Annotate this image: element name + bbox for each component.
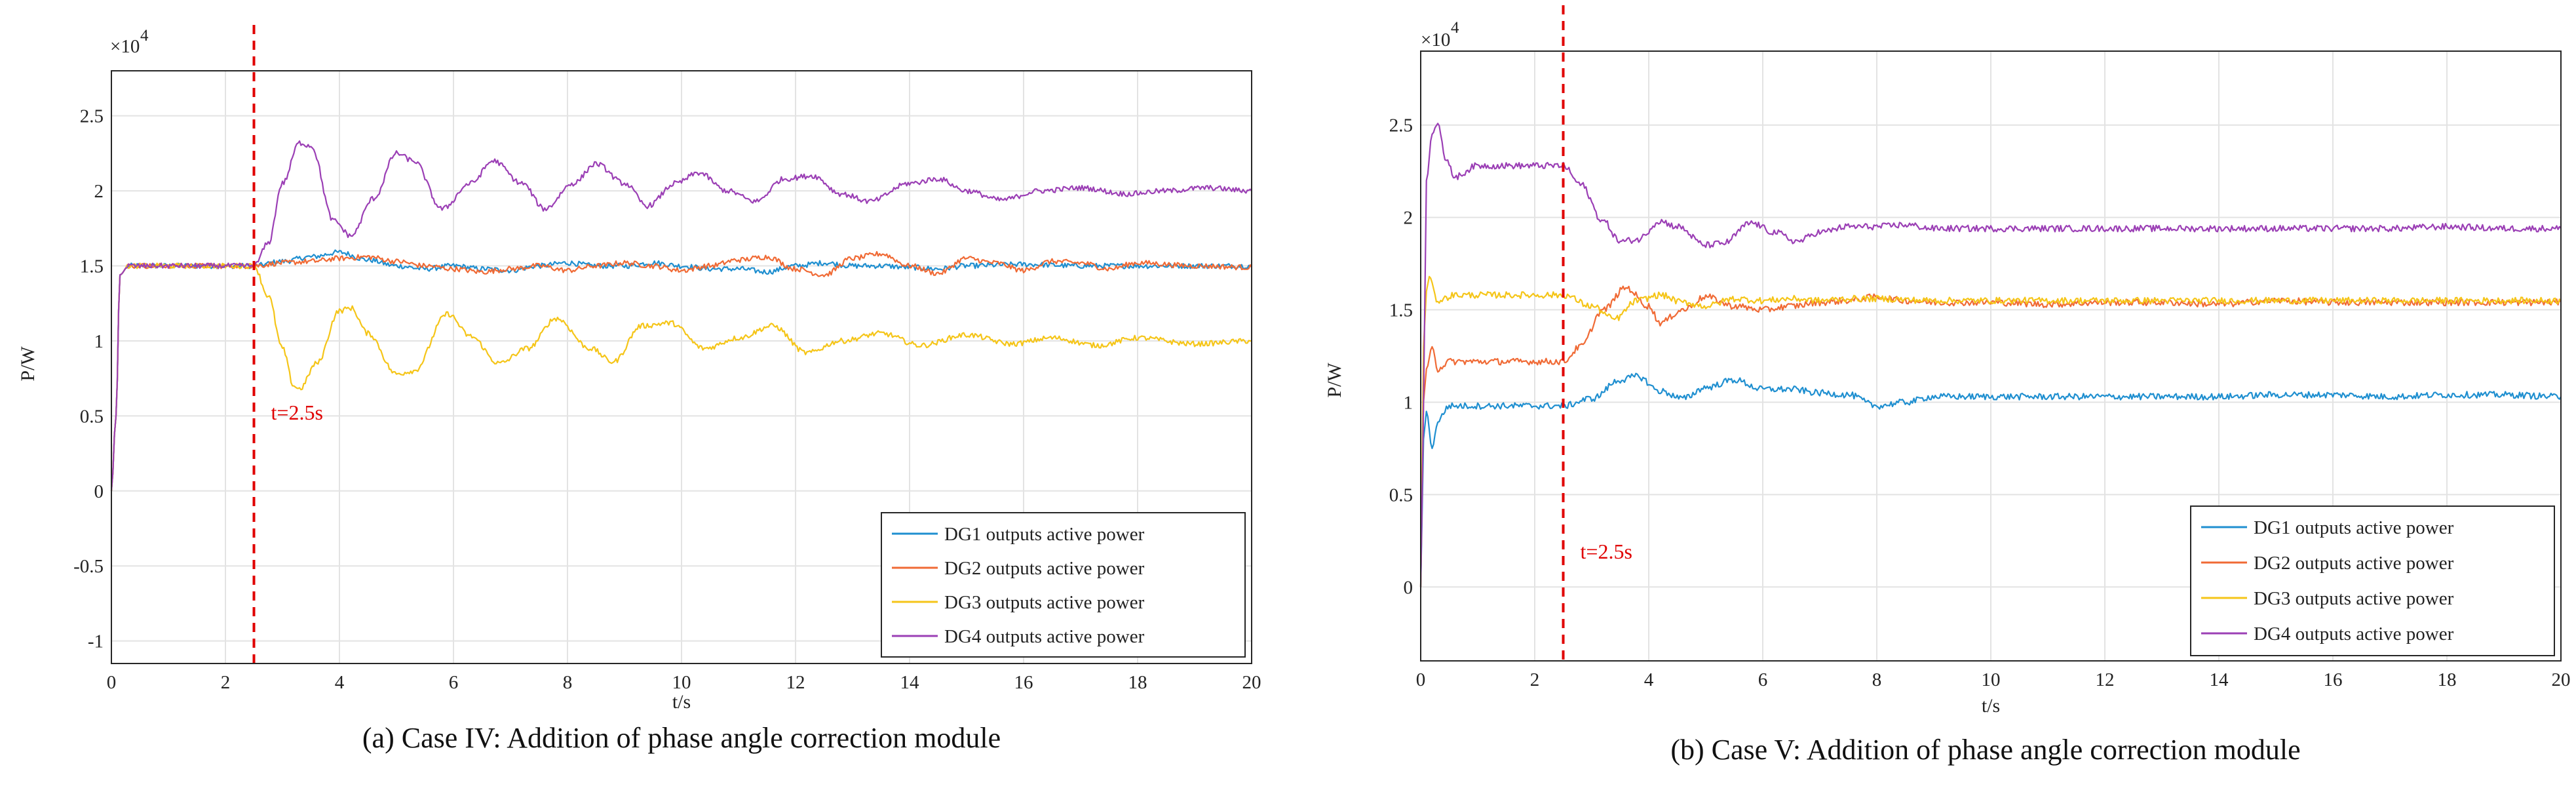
x-tick-label: 10 xyxy=(1982,669,2001,690)
x-tick-label: 20 xyxy=(1242,672,1261,693)
series-line-dg4 xyxy=(110,140,1252,491)
caption-b: (b) Case V: Addition of phase angle corr… xyxy=(1670,734,2300,766)
y-tick-label: 0 xyxy=(1404,577,1413,598)
y-tick-label: 1.5 xyxy=(80,256,104,277)
x-tick-label: 14 xyxy=(2210,669,2229,690)
legend-label-dg3: DG3 outputs active power xyxy=(2254,588,2454,609)
tick-labels-b: 0 2 4 6 8 10 12 14 16 18 20 0 0.5 1 1.5 2 2.5 xyxy=(1389,115,2571,690)
legend-label-dg4: DG4 outputs active power xyxy=(2254,624,2454,644)
y-tick-label: 0.5 xyxy=(80,406,104,427)
x-tick-label: 2 xyxy=(221,672,231,693)
y-exponent-base-a: ×10 xyxy=(110,36,140,57)
x-tick-label: 14 xyxy=(900,672,920,693)
y-tick-label: 0.5 xyxy=(1389,485,1413,505)
x-tick-label: 8 xyxy=(563,672,573,693)
y-tick-label: 1 xyxy=(94,331,104,352)
x-tick-label: 0 xyxy=(1416,669,1426,690)
x-tick-label: 4 xyxy=(335,672,345,693)
y-tick-label: 2.5 xyxy=(1389,115,1413,136)
x-tick-label: 16 xyxy=(1014,672,1033,693)
x-tick-label: 12 xyxy=(2096,669,2115,690)
x-tick-label: 20 xyxy=(2552,669,2571,690)
chart-a: 0 2 4 6 8 10 12 14 16 18 20 -1 -0.5 0 0.5 1 1.5 2 2.5 t=2.… xyxy=(17,25,1261,754)
x-tick-label: 10 xyxy=(672,672,691,693)
x-tick-label: 6 xyxy=(1758,669,1768,690)
legend-label-dg1: DG1 outputs active power xyxy=(2254,517,2454,538)
marker-label-a: t=2.5s xyxy=(271,401,323,424)
chart-b: 0 2 4 6 8 10 12 14 16 18 20 0 0.5 1 1.5 2 2.5 t=2.5s ×10… xyxy=(1324,5,2571,766)
y-axis-label-a: P/W xyxy=(17,346,39,382)
series-group-b xyxy=(1419,123,2562,587)
plot-frame-b xyxy=(1420,50,2562,662)
tick-labels-a: 0 2 4 6 8 10 12 14 16 18 20 -1 -0.5 0 0.5 1 1.5 2 2.5 xyxy=(73,106,1261,693)
grid-b xyxy=(1421,51,2561,661)
y-axis-label-b: P/W xyxy=(1324,363,1345,398)
y-tick-label: -1 xyxy=(88,631,104,652)
x-tick-label: 2 xyxy=(1530,669,1540,690)
legend-a: DG1 outputs active power DG2 outputs acti… xyxy=(881,512,1246,658)
y-tick-label: -0.5 xyxy=(73,556,104,577)
x-tick-label: 6 xyxy=(449,672,459,693)
y-exponent-power-b: 4 xyxy=(1451,19,1459,37)
series-group-a xyxy=(110,140,1252,491)
legend-box-a xyxy=(881,512,1246,658)
y-tick-label: 1 xyxy=(1404,392,1413,413)
series-line-dg1 xyxy=(110,249,1252,491)
series-line-dg4 xyxy=(1419,123,2562,587)
series-line-dg3 xyxy=(1419,275,2562,587)
legend-box-b xyxy=(2190,505,2555,656)
plot-frame-a xyxy=(111,70,1252,664)
legend-label-dg4: DG4 outputs active power xyxy=(944,626,1145,647)
marker-label-b: t=2.5s xyxy=(1581,540,1632,563)
series-line-dg3 xyxy=(110,262,1252,491)
y-tick-label: 0 xyxy=(94,481,104,502)
series-line-dg2 xyxy=(110,250,1252,491)
x-axis-label-a: t/s xyxy=(672,691,691,713)
x-tick-label: 16 xyxy=(2324,669,2343,690)
x-tick-label: 4 xyxy=(1644,669,1654,690)
caption-a: (a) Case IV: Addition of phase angle cor… xyxy=(362,722,1001,754)
y-exponent-base-b: ×10 xyxy=(1421,30,1450,50)
legend-b: DG1 outputs active power DG2 outputs acti… xyxy=(2190,505,2555,656)
y-tick-label: 1.5 xyxy=(1389,300,1413,321)
x-axis-label-b: t/s xyxy=(1982,695,2000,717)
x-tick-label: 8 xyxy=(1872,669,1882,690)
legend-label-dg1: DG1 outputs active power xyxy=(944,524,1145,545)
legend-label-dg2: DG2 outputs active power xyxy=(944,558,1145,579)
y-tick-label: 2.5 xyxy=(80,106,104,127)
series-line-dg1 xyxy=(1419,372,2562,587)
x-tick-label: 18 xyxy=(2438,669,2457,690)
x-tick-label: 12 xyxy=(786,672,805,693)
x-tick-label: 0 xyxy=(107,672,117,693)
y-tick-label: 2 xyxy=(1404,208,1413,229)
x-tick-label: 18 xyxy=(1128,672,1147,693)
legend-label-dg2: DG2 outputs active power xyxy=(2254,553,2454,574)
legend-label-dg3: DG3 outputs active power xyxy=(944,592,1145,613)
y-tick-label: 2 xyxy=(94,181,104,202)
y-exponent-power-a: 4 xyxy=(140,27,149,45)
